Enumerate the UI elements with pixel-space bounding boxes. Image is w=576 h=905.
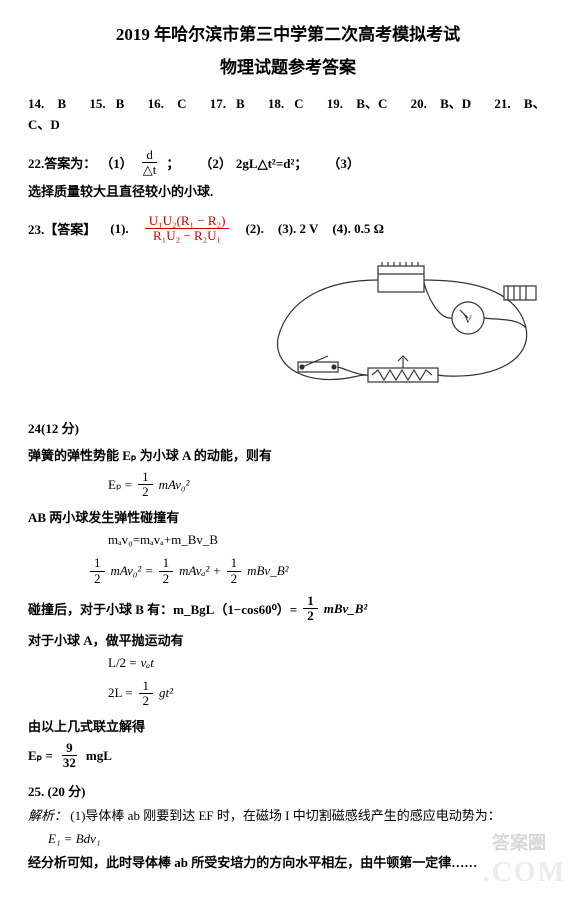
- f5-frac: 12: [139, 679, 154, 709]
- ans-num: 15.: [89, 96, 105, 111]
- q22-row: 22.答案为： （1） d △t ； （2） 2gL△t²=d²； （3） 选择…: [28, 148, 548, 201]
- q22-p3-label: （3）: [327, 153, 360, 172]
- f6-lhs: Eₚ =: [28, 748, 53, 764]
- f3-eq: =: [145, 563, 152, 579]
- q22-label: 22.答案为：: [28, 153, 96, 172]
- f3c-r: mBv_B²: [247, 563, 288, 579]
- q25-f1: E₁ = Bdv₁: [48, 829, 548, 849]
- frac-num: 1: [159, 556, 174, 571]
- q22-p2-label: （2）: [199, 153, 232, 172]
- q23-p1-frac: U₁U₂(R₁ − R₂) R₁U₂ − R₂U₁: [145, 214, 230, 244]
- frac-den: 2: [90, 572, 105, 586]
- q22-p1-frac: d △t: [139, 148, 161, 178]
- q24-line2: AB 两小球发生弹性碰撞有: [28, 507, 548, 526]
- ans-num: 19.: [327, 96, 343, 111]
- q22-p3-text: 选择质量较大且直径较小的小球.: [28, 181, 213, 200]
- ans-val: B: [116, 96, 125, 111]
- frac-den: △t: [139, 163, 161, 177]
- q23-p3-label: (3). 2 V: [278, 221, 319, 237]
- frac-den: R₁U₂ − R₂U₁: [149, 229, 225, 243]
- f3a-r: mAv₀²: [111, 563, 142, 579]
- svg-text:V: V: [464, 312, 473, 326]
- f5-rhs: gt²: [159, 685, 173, 701]
- q24-f3: 12 mAv₀² = 12 mAvₐ² + 12 mBv_B²: [88, 556, 548, 586]
- ans-val: B、C: [356, 96, 387, 111]
- ans-num: 20.: [411, 96, 427, 111]
- f3c-frac: 12: [227, 556, 242, 586]
- ans-num: 16.: [148, 96, 164, 111]
- f3b-frac: 12: [159, 556, 174, 586]
- line3-pre: 碰撞后，对于小球 B 有：m_BgL（1−cos60⁰）=: [28, 599, 297, 618]
- frac-num: 1: [139, 679, 154, 694]
- ans-num: 21.: [494, 96, 510, 111]
- q23-row: 23.【答案】 (1). U₁U₂(R₁ − R₂) R₁U₂ − R₂U₁ (…: [28, 214, 548, 244]
- frac-num: 9: [62, 741, 77, 756]
- q24-line3: 碰撞后，对于小球 B 有：m_BgL（1−cos60⁰）= 12 mBv_B²: [28, 594, 548, 624]
- q22-p2-text: 2gL△t²=d²；: [236, 153, 307, 172]
- f1-rhs: mAv₀²: [159, 477, 190, 493]
- f3b-r: mAvₐ²: [179, 563, 209, 579]
- line3-frac: 12: [303, 594, 318, 624]
- f5-lhs: 2L =: [108, 685, 133, 701]
- frac-num: d: [142, 148, 157, 163]
- title-main: 2019 年哈尔滨市第三中学第二次高考模拟考试: [28, 20, 548, 45]
- ans-val: B、D: [440, 96, 471, 111]
- f6-rhs: mgL: [86, 748, 112, 764]
- frac-den: 2: [159, 572, 174, 586]
- frac-num: U₁U₂(R₁ − R₂): [145, 214, 230, 229]
- q24-f6: Eₚ = 932 mgL: [28, 741, 548, 771]
- q22-p1-label: （1）: [100, 153, 133, 172]
- q25-pre: 解析：: [28, 808, 67, 823]
- f6-frac: 932: [59, 741, 80, 771]
- f3-plus: +: [213, 563, 220, 579]
- line3-r: mBv_B²: [324, 601, 368, 617]
- f3a-frac: 12: [90, 556, 105, 586]
- q25-l1: (1)导体棒 ab 刚要到达 EF 时，在磁场 I 中切割磁感线产生的感应电动势…: [70, 808, 500, 823]
- frac-num: 1: [138, 470, 153, 485]
- q23-p1-label: (1).: [110, 221, 128, 237]
- frac-den: 32: [59, 756, 80, 770]
- q25-line1: 解析： (1)导体棒 ab 刚要到达 EF 时，在磁场 I 中切割磁感线产生的感…: [28, 806, 548, 826]
- title-sub: 物理试题参考答案: [28, 53, 548, 78]
- q23-p2-label: (2).: [245, 221, 263, 237]
- frac-den: 2: [138, 485, 153, 499]
- watermark-com: .COM: [483, 857, 566, 889]
- watermark-cn: 答案圈: [492, 829, 546, 855]
- f4-lhs: L/2 =: [108, 655, 137, 671]
- frac-den: 2: [139, 694, 154, 708]
- q25-header: 25. (20 分): [28, 781, 548, 800]
- q24-line4: 对于小球 A，做平抛运动有: [28, 630, 548, 649]
- ans-val: B: [236, 96, 245, 111]
- q24-f5: 2L = 12 gt²: [108, 679, 548, 709]
- f2-text: mₐv₀=mₐvₐ+m_Bv_B: [108, 532, 218, 548]
- q24-line1: 弹簧的弹性势能 Eₚ 为小球 A 的动能，则有: [28, 445, 548, 464]
- q24-f1: Eₚ = 1 2 mAv₀²: [108, 470, 548, 500]
- ans-num: 18.: [268, 96, 284, 111]
- ans-num: 17.: [210, 96, 226, 111]
- ans-num: 14.: [28, 96, 44, 111]
- q24-line5: 由以上几式联立解得: [28, 716, 548, 735]
- ans-val: C: [294, 96, 303, 111]
- frac-num: 1: [227, 556, 242, 571]
- q25-line2: 经分析可知，此时导体棒 ab 所受安培力的方向水平相左，由牛顿第一定律……: [28, 853, 548, 873]
- f1-frac: 1 2: [138, 470, 153, 500]
- frac-num: 1: [90, 556, 105, 571]
- q24-header: 24(12 分): [28, 418, 548, 437]
- q22-semi: ；: [166, 153, 179, 172]
- frac-den: 2: [227, 572, 242, 586]
- f1-lhs: Eₚ =: [108, 477, 132, 493]
- q24-f4: L/2 = vₐt: [108, 655, 548, 671]
- ans-val: C: [177, 96, 186, 111]
- circuit-diagram: V: [248, 258, 548, 408]
- mc-answers: 14. B 15. B 16. C 17. B 18. C 19. B、C 20. B…: [28, 94, 548, 136]
- q24-f2: mₐv₀=mₐvₐ+m_Bv_B: [108, 532, 548, 548]
- frac-num: 1: [303, 594, 318, 609]
- ans-val: B: [58, 96, 67, 111]
- q23-p4-label: (4). 0.5 Ω: [332, 221, 384, 237]
- q23-label: 23.【答案】: [28, 219, 96, 238]
- f4-rhs: vₐt: [141, 655, 154, 671]
- frac-den: 2: [303, 609, 318, 623]
